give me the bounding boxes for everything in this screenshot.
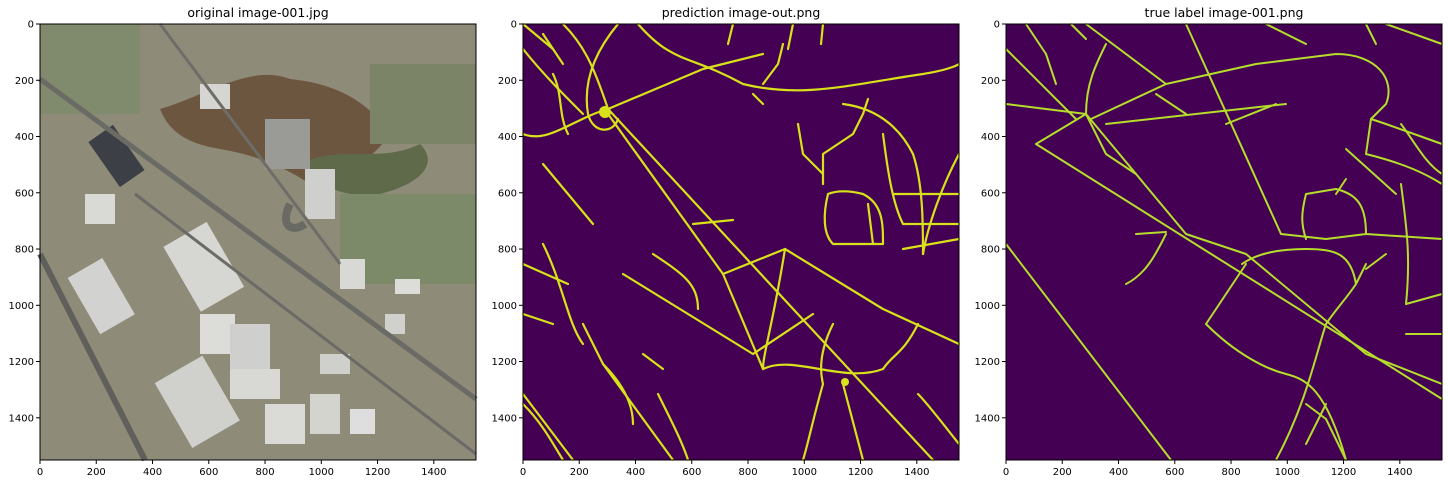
panel-title-prediction: prediction image-out.png bbox=[661, 5, 821, 20]
panel-truth: true label image-001.png bbox=[966, 0, 1446, 482]
mask-background-prediction bbox=[523, 24, 959, 460]
panel-title-original: original image-001.jpg bbox=[187, 5, 329, 20]
true-label-roads bbox=[1005, 23, 1443, 461]
plot-prediction bbox=[521, 22, 961, 462]
panel-prediction: prediction image-out.png bbox=[483, 0, 963, 482]
plot-truth bbox=[1005, 23, 1443, 461]
plot-original bbox=[37, 23, 478, 462]
aerial-road-main bbox=[38, 76, 478, 402]
mask-background-truth bbox=[1006, 24, 1442, 460]
predicted-roads bbox=[521, 22, 961, 462]
panel-title-truth: true label image-001.png bbox=[1144, 5, 1304, 20]
panel-original: original image-001.jpg bbox=[0, 0, 480, 482]
